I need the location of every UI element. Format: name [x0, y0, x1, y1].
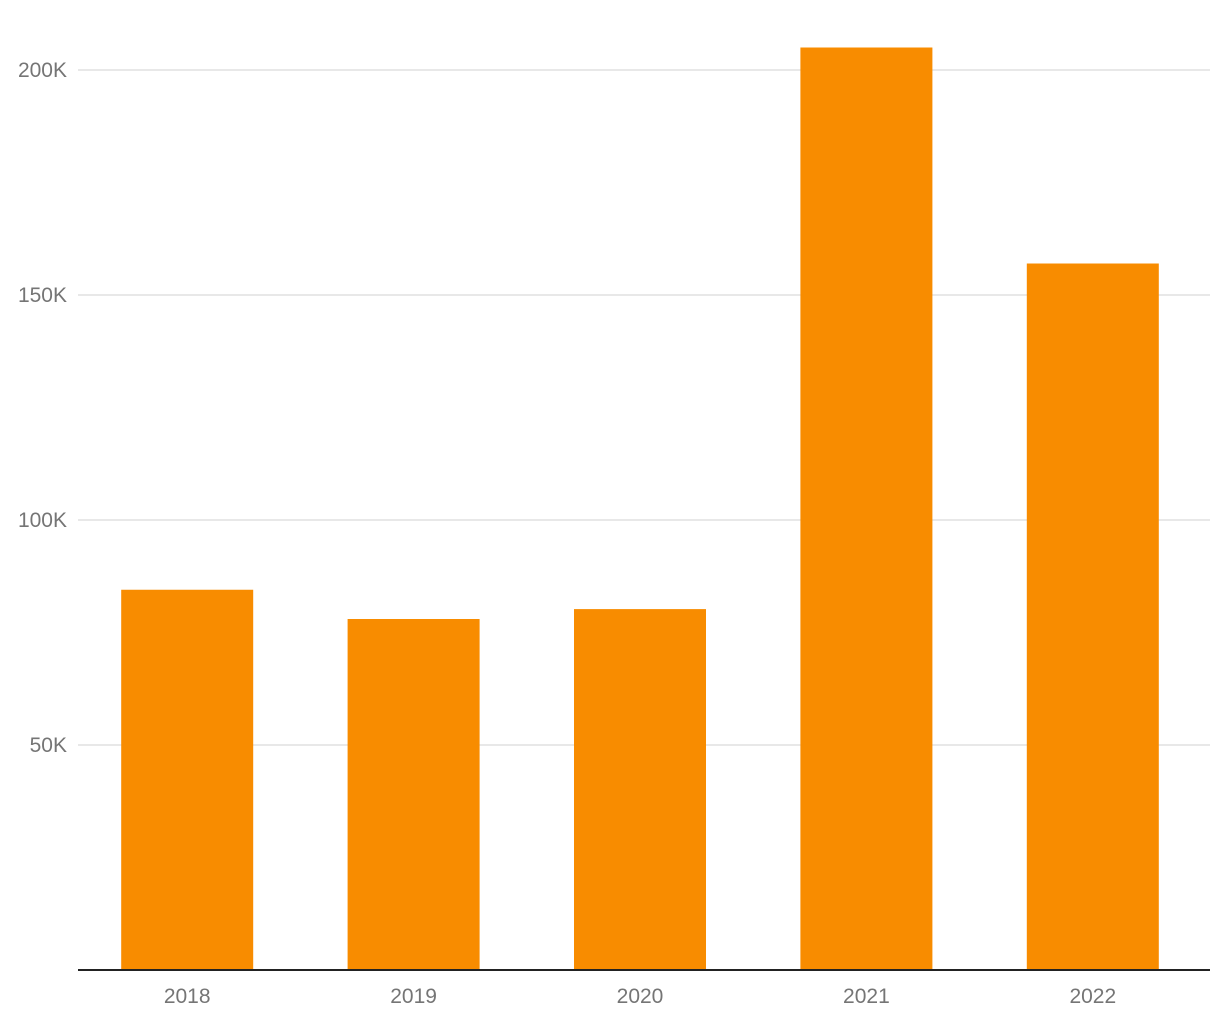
y-tick-label: 150K — [18, 284, 67, 307]
y-axis-tick-labels: 50K 100K 150K 200K — [18, 59, 67, 757]
x-tick-label: 2021 — [843, 985, 890, 1008]
bar-2019 — [347, 619, 480, 970]
x-tick-label: 2020 — [617, 985, 664, 1008]
x-tick-label: 2019 — [390, 985, 437, 1008]
y-tick-label: 50K — [30, 734, 67, 757]
bar-2020 — [574, 609, 706, 970]
bar-2018 — [121, 589, 254, 970]
y-tick-label: 200K — [18, 59, 67, 82]
bar-2022 — [1026, 263, 1159, 970]
x-tick-label: 2018 — [164, 985, 211, 1008]
bars — [121, 47, 1159, 970]
x-axis-tick-labels: 2018 2019 2020 2021 2022 — [164, 985, 1116, 1008]
x-tick-label: 2022 — [1069, 985, 1116, 1008]
bar-2021 — [800, 47, 933, 970]
y-tick-label: 100K — [18, 509, 67, 532]
